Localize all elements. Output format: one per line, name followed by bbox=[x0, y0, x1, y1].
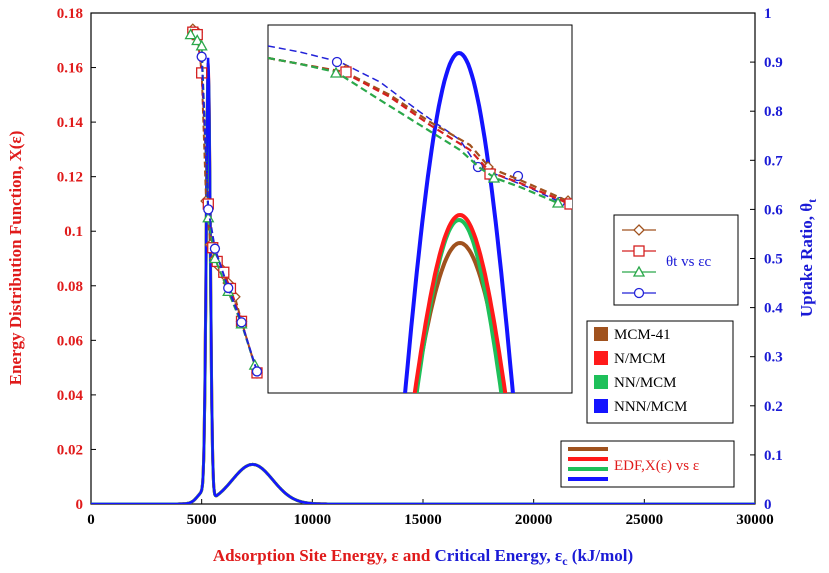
legend-series: MCM-41 N/MCM NN/MCM NNN/MCM bbox=[586, 320, 734, 424]
y-right-axis-ticks: 0 0.1 0.2 0.3 0.4 0.5 0.6 0.7 0.8 0.9 1 bbox=[750, 6, 783, 513]
uptake-point-nnnmcm bbox=[236, 317, 247, 328]
inset-peak-nmcm bbox=[412, 212, 508, 393]
edf-curves bbox=[91, 57, 755, 504]
uptake-point-nnmcm bbox=[184, 28, 197, 40]
legend-uptake: θt vs εc bbox=[613, 214, 739, 306]
inset-uptake-nmcm-point bbox=[564, 198, 572, 210]
legend-swatch-0 bbox=[594, 327, 608, 341]
legend-series-label: NNN/MCM bbox=[614, 399, 687, 415]
x-axis-title-sub: c bbox=[562, 554, 568, 568]
legend-series-label: N/MCM bbox=[614, 351, 666, 367]
y-right-axis-title-sub: t bbox=[805, 199, 819, 203]
uptake-point-nnnmcm bbox=[209, 243, 221, 254]
y-right-tick-label: 0 bbox=[764, 497, 772, 513]
x-tick-label: 30000 bbox=[736, 512, 774, 528]
legend-series-items: MCM-41 N/MCM NN/MCM NNN/MCM bbox=[594, 327, 687, 415]
y-right-tick-label: 0.6 bbox=[764, 202, 783, 218]
uptake-line-nnnmcm bbox=[200, 56, 258, 372]
y-left-tick-label: 0.02 bbox=[57, 442, 83, 458]
legend-series-box bbox=[586, 320, 734, 424]
legend-edf-lines bbox=[568, 447, 608, 481]
y-right-tick-label: 0.7 bbox=[764, 153, 783, 169]
legend-edf-label: EDF,X(ε) vs ε bbox=[614, 458, 699, 474]
legend-marker-samples bbox=[622, 224, 656, 299]
y-right-tick-label: 0.8 bbox=[764, 104, 783, 120]
x-tick-label: 25000 bbox=[626, 512, 664, 528]
y-left-tick-label: 0.18 bbox=[57, 6, 83, 22]
y-right-axis-title-main: Uptake Ratio, θ bbox=[797, 203, 816, 317]
x-tick-label: 15000 bbox=[404, 512, 442, 528]
y-left-tick-label: 0.14 bbox=[57, 115, 84, 131]
inset-uptake-nnnmcm-point bbox=[331, 56, 343, 68]
y-left-tick-label: 0.1 bbox=[64, 224, 83, 240]
y-left-tick-label: 0 bbox=[76, 497, 84, 513]
y-left-axis-ticks: 0 0.02 0.04 0.06 0.08 0.1 0.12 0.14 0.16 0.18 bbox=[57, 6, 96, 513]
inset-uptake-nnmcm bbox=[268, 56, 559, 205]
y-right-tick-label: 0.9 bbox=[764, 55, 783, 71]
uptake-point-nnnmcm bbox=[251, 366, 263, 377]
x-tick-label: 5000 bbox=[187, 512, 217, 528]
edf-curve-nnnmcm bbox=[91, 57, 755, 504]
uptake-point-nnnmcm bbox=[203, 204, 214, 215]
inset-uptake-nmcm-point bbox=[340, 66, 352, 78]
y-left-axis-title: Energy Distribution Function, X(ε) bbox=[6, 131, 25, 386]
uptake-line-nnmcm bbox=[189, 33, 256, 366]
inset-uptake-nnnmcm-point bbox=[512, 170, 524, 182]
legend-swatch-2 bbox=[594, 375, 608, 389]
y-left-tick-label: 0.12 bbox=[57, 170, 83, 186]
x-axis-title-part2: Critical Energy, ε bbox=[435, 546, 563, 565]
x-axis-title: Adsorption Site Energy, ε and Critical E… bbox=[213, 546, 633, 568]
y-right-tick-label: 0.1 bbox=[764, 448, 783, 464]
x-tick-label: 10000 bbox=[294, 512, 332, 528]
y-right-tick-label: 0.5 bbox=[764, 252, 783, 268]
legend-marker-nnnmcm bbox=[633, 287, 645, 299]
legend-edf: EDF,X(ε) vs ε bbox=[560, 440, 735, 488]
legend-series-label: NN/MCM bbox=[614, 375, 677, 391]
inset-frame bbox=[267, 24, 573, 394]
inset-uptake-nnmcm-point bbox=[551, 196, 565, 208]
y-right-tick-label: 0.2 bbox=[764, 399, 783, 415]
x-axis-ticks: 0 5000 10000 15000 20000 25000 30000 bbox=[87, 499, 774, 528]
x-tick-label: 20000 bbox=[515, 512, 553, 528]
uptake-point-nnmcm bbox=[195, 39, 208, 51]
x-axis-title-part3: (kJ/mol) bbox=[568, 546, 634, 565]
zoom-inset bbox=[267, 24, 573, 394]
legend-uptake-label: θt vs εc bbox=[666, 254, 711, 270]
inset-uptake-nnmcm-point bbox=[329, 66, 343, 78]
y-right-axis-title: Uptake Ratio, θt bbox=[797, 199, 819, 317]
y-left-tick-label: 0.16 bbox=[57, 61, 84, 77]
inset-uptake-nnnmcm bbox=[268, 45, 572, 207]
y-left-tick-label: 0.08 bbox=[57, 279, 83, 295]
uptake-curves bbox=[184, 23, 263, 379]
legend-swatch-1 bbox=[594, 351, 608, 365]
legend-series-label: MCM-41 bbox=[614, 327, 671, 343]
y-right-tick-label: 1 bbox=[764, 6, 772, 22]
inset-peak-nnnmcm bbox=[403, 50, 515, 393]
legend-marker-nnmcm bbox=[632, 265, 646, 277]
uptake-point-nnnmcm bbox=[196, 51, 207, 62]
legend-swatch-3 bbox=[594, 399, 608, 413]
y-left-tick-label: 0.04 bbox=[57, 388, 84, 404]
inset-uptake-nnmcm-point bbox=[487, 171, 501, 183]
y-left-tick-label: 0.06 bbox=[57, 333, 84, 349]
y-right-tick-label: 0.3 bbox=[764, 350, 783, 366]
x-axis-title-part1: Adsorption Site Energy, ε and bbox=[213, 546, 435, 565]
y-right-tick-label: 0.4 bbox=[764, 301, 783, 317]
uptake-point-nnmcm bbox=[191, 34, 204, 46]
x-tick-label: 0 bbox=[87, 512, 95, 528]
legend-marker-mcm41 bbox=[633, 224, 645, 236]
uptake-point-nnnmcm bbox=[223, 282, 234, 294]
legend-marker-nmcm bbox=[633, 245, 645, 257]
inset-content bbox=[268, 45, 572, 393]
